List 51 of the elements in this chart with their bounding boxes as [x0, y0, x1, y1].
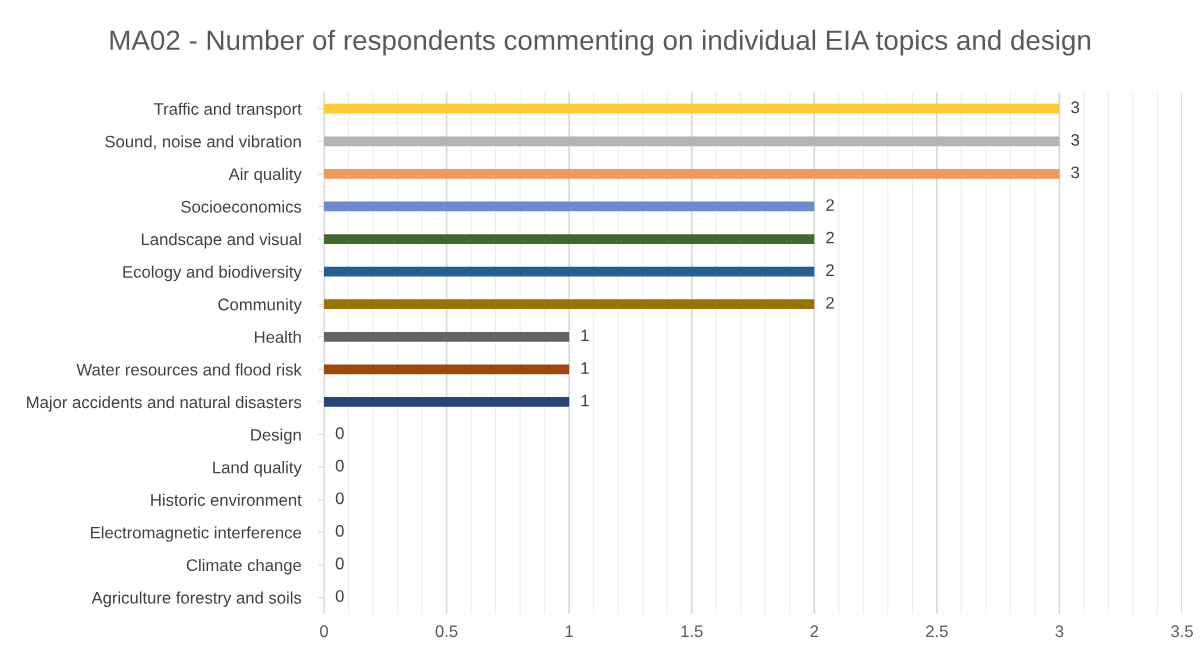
y-tick-label: Ecology and biodiversity	[123, 265, 302, 282]
y-tick-label: Land quality	[213, 461, 302, 477]
data-label: 0	[335, 525, 344, 537]
data-label: 2	[826, 231, 834, 244]
y-tick-label: Water resources and flood risk	[76, 363, 302, 376]
data-label: 0	[335, 492, 344, 505]
bar	[324, 299, 815, 310]
y-tick-label: Landscape and visual	[141, 233, 301, 249]
x-tick-label: 3.5	[1171, 625, 1193, 638]
x-tick-label: 1.5	[681, 625, 703, 638]
bar	[324, 136, 1060, 147]
x-tick-label: 0	[320, 625, 328, 638]
bar	[324, 201, 815, 212]
data-label: 0	[335, 557, 344, 570]
y-tick-label: Major accidents and natural disasters	[27, 395, 302, 412]
y-tick-label: Socioeconomics	[181, 200, 302, 213]
data-label: 0	[335, 427, 344, 440]
y-tick-label: Sound, noise and vibration	[105, 135, 301, 150]
y-tick-label: Community	[218, 298, 302, 314]
x-tick-label: 3	[1055, 625, 1064, 638]
x-tick-label: 1	[565, 625, 573, 637]
y-tick-label: Air quality	[228, 167, 302, 184]
y-tick-label: Agriculture forestry and soils	[91, 591, 302, 607]
bar	[324, 168, 1060, 179]
bar	[324, 364, 570, 375]
data-label: 0	[335, 590, 344, 602]
data-label: 3	[1071, 101, 1080, 114]
data-label: 1	[581, 362, 589, 374]
y-tick-label: Climate change	[186, 558, 302, 575]
bar	[324, 397, 570, 407]
data-label: 1	[581, 329, 589, 342]
data-label: 3	[1071, 133, 1080, 146]
data-label: 2	[826, 199, 834, 211]
data-label: 2	[826, 296, 834, 309]
bar	[324, 103, 1060, 114]
bar	[324, 234, 815, 244]
data-label: 0	[335, 459, 344, 472]
y-tick-label: Electromagnetic interference	[91, 526, 302, 542]
x-tick-label: 2	[810, 625, 819, 637]
data-label: 1	[581, 394, 589, 407]
bar	[324, 331, 570, 342]
y-tick-label: Design	[251, 428, 301, 445]
data-label: 2	[826, 264, 834, 276]
x-tick-label: 0.5	[435, 625, 458, 638]
bar	[324, 266, 815, 277]
y-tick-label: Traffic and transport	[153, 102, 302, 119]
chart-title: MA02 - Number of respondents commenting on individual EIA topics and design	[110, 29, 1091, 56]
y-tick-label: Historic environment	[151, 493, 302, 506]
x-tick-label: 2.5	[926, 625, 948, 638]
y-tick-label: Health	[254, 330, 301, 344]
data-label: 3	[1071, 166, 1080, 179]
